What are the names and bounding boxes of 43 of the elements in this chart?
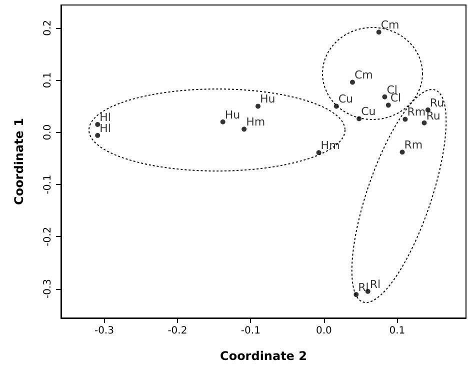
point <box>95 132 100 138</box>
annotation: Cm <box>354 68 373 82</box>
y-tick-label: -0.2 <box>42 226 54 246</box>
annotation: Cm <box>380 18 400 32</box>
annotation: Hu <box>224 108 240 122</box>
point <box>422 120 427 126</box>
point <box>382 94 388 100</box>
y-tick-label: 0.1 <box>42 72 54 88</box>
annotation: Hu <box>260 92 276 106</box>
point <box>402 116 408 122</box>
x-axis-title: Coordinate 2 <box>220 349 307 363</box>
point <box>316 150 322 156</box>
annotation: Hl <box>100 122 111 135</box>
y-tick-label: 0.0 <box>42 124 54 140</box>
x-tick-label: -0.1 <box>240 326 260 336</box>
y-tick-label: -0.1 <box>42 174 54 194</box>
y-tick-label: 0.2 <box>42 20 54 36</box>
point <box>400 150 405 155</box>
x-tick-label: -0.3 <box>94 326 114 336</box>
y-tick-label: -0.3 <box>42 279 54 299</box>
x-tick-label: -0.2 <box>168 326 188 336</box>
point <box>220 119 226 124</box>
y-axis-title: Coordinate 1 <box>12 118 26 205</box>
point <box>376 30 382 35</box>
x-tick-label: 0.0 <box>316 326 332 336</box>
point <box>95 122 100 127</box>
annotation: Ru <box>426 109 440 122</box>
annotation: Rl <box>358 281 369 294</box>
annotation: Rm <box>404 138 423 152</box>
x-tick-label: 0.1 <box>389 326 406 336</box>
annotation: Hl <box>100 110 111 124</box>
annotation: Rl <box>370 278 381 291</box>
point <box>242 126 247 132</box>
point <box>386 102 391 108</box>
annotation: Hm <box>246 116 266 129</box>
annotation: Hm <box>320 139 340 152</box>
annotation: Ru <box>430 96 444 110</box>
point <box>256 104 261 109</box>
annotation: Cu <box>338 92 354 106</box>
point <box>350 80 355 85</box>
point <box>354 292 359 298</box>
annotation: Rm <box>407 106 426 119</box>
annotation: Cu <box>361 105 376 118</box>
